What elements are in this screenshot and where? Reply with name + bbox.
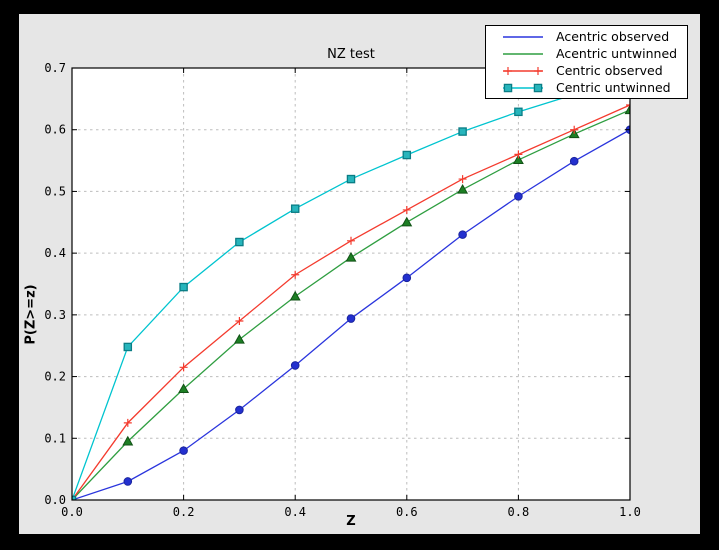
data-point-circle [179,446,188,455]
data-point-square [179,282,188,292]
data-point-square [123,342,133,352]
x-tick-label: 0.0 [61,505,83,519]
legend-label: Centric observed [556,63,663,78]
y-tick-label: 0.0 [44,493,66,507]
data-point-triangle [624,104,630,115]
data-point-plus [291,270,300,279]
data-point-triangle [178,383,190,394]
data-point-plus [179,363,188,372]
legend-label: Acentric observed [556,29,670,44]
data-point-circle [123,477,133,486]
y-tick-label: 0.3 [44,308,66,322]
legend-item-centric-observed: Centric observed [486,62,687,79]
y-tick-label: 0.1 [44,431,66,445]
data-point-triangle [512,154,524,165]
legend-item-acentric-observed: Acentric observed [486,28,687,45]
x-tick-label: 0.8 [508,505,530,519]
data-point-plus [123,418,132,427]
data-point-plus [570,125,579,134]
x-tick-label: 0.2 [173,505,195,519]
data-point-plus [626,101,630,110]
data-point-square [514,107,523,117]
legend-label: Acentric untwinned [556,46,678,61]
data-point-plus [402,205,411,214]
legend-sample-plus-icon [503,66,543,75]
data-point-triangle [289,290,301,301]
data-point-square [402,150,412,160]
data-point-circle [569,156,579,166]
chart-title: NZ test [327,47,375,62]
legend-label: Centric untwinned [556,80,671,95]
data-point-plus [458,175,467,184]
data-point-circle [235,405,244,415]
axes-frame [71,67,631,501]
data-point-square [346,174,356,184]
legend-item-acentric-untwinned: Acentric untwinned [486,45,687,62]
y-tick-label: 0.4 [44,246,66,260]
data-point-circle [290,361,300,370]
data-point-circle [402,273,412,283]
legend-sample-circle-icon [503,35,543,38]
y-tick-label: 0.5 [44,184,66,198]
data-point-circle [346,314,356,323]
x-axis-label: Z [346,514,356,529]
data-point-square [235,237,244,247]
legend: Acentric observed Acentric untwinned Centr… [485,25,688,99]
y-tick-label: 0.2 [44,370,66,384]
data-point-plus [514,150,523,159]
plot-background [72,68,630,500]
data-point-circle [514,192,523,201]
data-point-plus [347,236,355,245]
data-point-plus [235,317,244,326]
data-point-triangle [233,333,245,344]
legend-sample-square-icon [503,83,543,92]
data-point-triangle [457,183,469,194]
y-axis-label: P(Z>=z) [23,284,39,345]
data-point-square [290,204,300,213]
data-point-triangle [401,216,413,227]
x-tick-label: 1.0 [619,505,641,519]
data-point-square [458,127,467,136]
x-tick-label: 0.6 [396,505,418,519]
y-tick-label: 0.6 [44,123,66,137]
legend-sample-triangle-icon [503,52,543,55]
data-point-triangle [122,435,134,446]
legend-item-centric-untwinned: Centric untwinned [486,79,687,96]
data-point-circle [458,230,467,239]
data-point-triangle [345,251,357,262]
x-tick-label: 0.4 [284,505,306,519]
y-tick-label: 0.7 [44,61,66,75]
